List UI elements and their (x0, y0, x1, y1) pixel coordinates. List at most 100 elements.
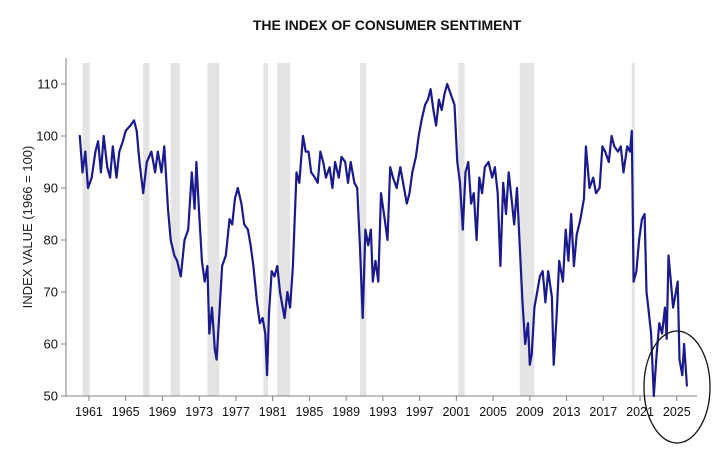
data-point (533, 306, 536, 309)
data-point (283, 317, 286, 319)
data-point (461, 228, 464, 231)
x-tick-label: 1969 (149, 405, 177, 419)
x-tick-label: 2021 (626, 405, 654, 419)
data-point (195, 161, 198, 163)
data-point (472, 192, 475, 195)
data-point (201, 259, 203, 262)
data-point (102, 135, 105, 137)
data-point (456, 161, 459, 163)
data-point (145, 161, 148, 163)
data-point (240, 202, 243, 205)
data-point (652, 395, 655, 397)
x-tick-label: 1985 (295, 405, 323, 419)
x-tick-label: 1961 (75, 405, 103, 419)
data-point (643, 213, 646, 215)
data-point (307, 150, 310, 153)
data-point (622, 171, 625, 174)
y-tick-label: 90 (44, 181, 58, 196)
data-point (667, 254, 670, 257)
data-point (607, 161, 610, 163)
data-point (443, 93, 446, 96)
data-point (340, 155, 343, 158)
data-point (129, 124, 132, 127)
data-point (109, 176, 111, 179)
data-point (90, 176, 93, 179)
y-tick-label: 50 (44, 389, 58, 404)
data-point (243, 223, 246, 226)
data-point (380, 192, 382, 195)
data-point (613, 145, 616, 148)
data-point (122, 140, 124, 143)
data-point (675, 291, 677, 293)
data-point (632, 280, 635, 283)
data-point (635, 270, 638, 273)
data-point (619, 145, 622, 148)
data-point (544, 301, 547, 304)
x-tick-label: 2001 (442, 405, 470, 419)
data-point (264, 332, 267, 335)
data-point (310, 171, 313, 174)
y-tick-label: 110 (37, 77, 58, 92)
data-point (510, 197, 513, 200)
data-point (228, 218, 231, 221)
data-point (505, 213, 507, 215)
data-point (97, 140, 99, 143)
data-point (411, 171, 414, 174)
data-point (295, 171, 298, 174)
data-point (392, 176, 394, 179)
x-tick-label: 2005 (479, 405, 507, 419)
data-point (203, 280, 206, 283)
x-tick-label: 1997 (406, 405, 434, 419)
data-point (183, 239, 186, 241)
data-point (249, 244, 252, 247)
data-point (344, 161, 347, 163)
data-point (266, 374, 268, 377)
data-point (361, 317, 364, 319)
data-point (481, 192, 483, 195)
data-point (395, 187, 398, 189)
data-point (328, 166, 331, 169)
data-point (664, 306, 666, 309)
data-point (487, 161, 490, 163)
data-point (173, 254, 176, 257)
data-point (298, 181, 301, 184)
data-point (595, 192, 597, 195)
data-point (440, 109, 443, 111)
data-point (427, 98, 429, 101)
data-point (551, 296, 553, 299)
data-point (389, 166, 392, 169)
data-point (258, 322, 261, 325)
data-point (494, 166, 496, 169)
data-point (405, 202, 408, 205)
x-axis-ticks: 1961 1965 1969 1973 1977 1981 1985 1989 1993 1997… (75, 396, 691, 419)
data-point (446, 83, 449, 85)
x-tick-label: 1981 (259, 405, 287, 419)
data-point (417, 135, 420, 137)
data-point (665, 337, 668, 340)
data-point (124, 129, 127, 132)
data-point (316, 181, 319, 184)
data-point (630, 129, 633, 132)
recession-band (263, 63, 269, 396)
data-point (218, 311, 221, 314)
data-point (231, 223, 234, 226)
data-point (359, 244, 361, 247)
data-point (356, 187, 359, 189)
recession-band (170, 63, 180, 396)
data-point (507, 171, 510, 174)
data-point (645, 291, 648, 293)
recession-band (458, 63, 465, 396)
data-point (256, 301, 258, 304)
data-point (167, 207, 169, 210)
data-point (626, 145, 629, 148)
recession-band (359, 63, 367, 396)
recession-band (207, 63, 220, 396)
data-point (193, 207, 196, 210)
data-point (528, 363, 531, 366)
data-point (579, 218, 582, 221)
data-point (575, 233, 578, 236)
data-point (585, 145, 587, 148)
data-point (314, 176, 316, 179)
